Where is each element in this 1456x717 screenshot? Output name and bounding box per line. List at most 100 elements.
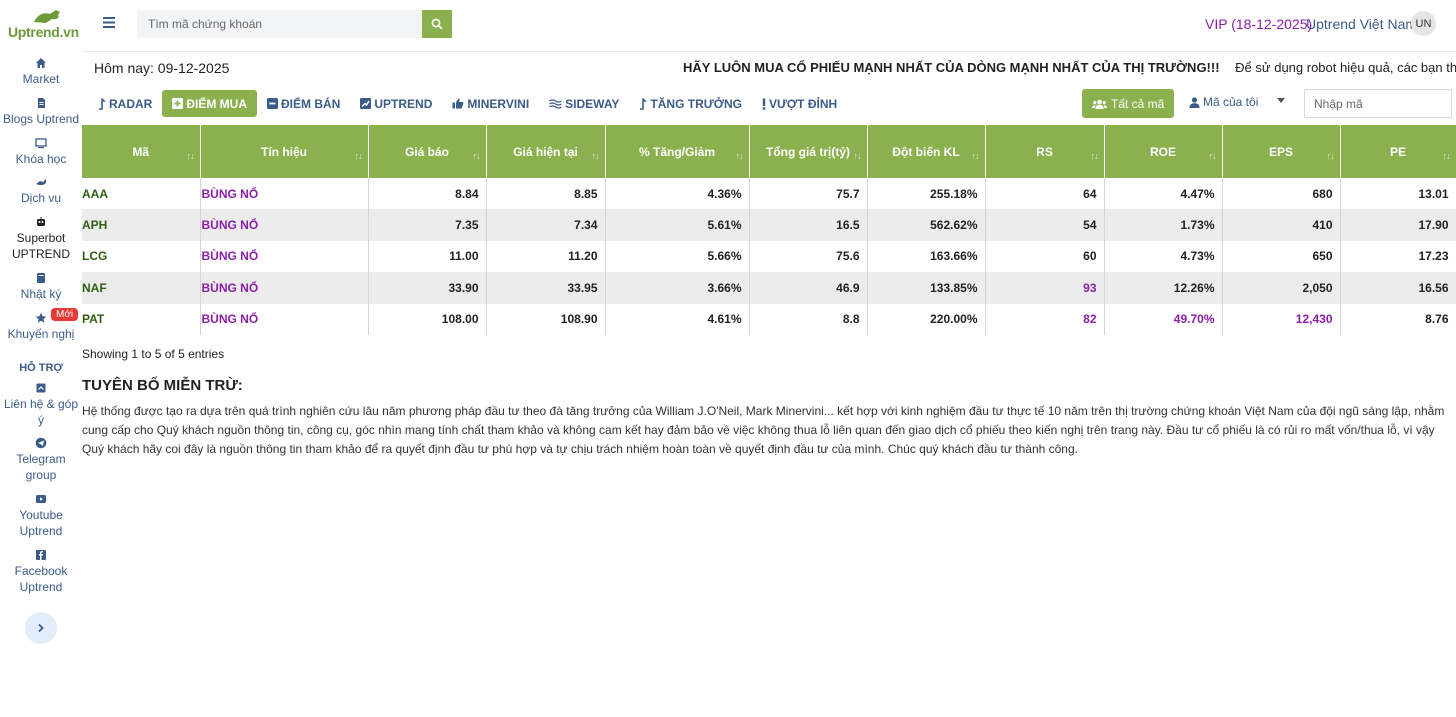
cell-signal: BÙNG NỔ xyxy=(200,178,369,210)
tab-diem-mua[interactable]: ĐIỂM MUA xyxy=(162,90,258,117)
cell-code[interactable]: LCG xyxy=(82,240,201,273)
column-header-tang-giam[interactable]: % Tăng/Giảm ↑↓ xyxy=(605,125,750,178)
sidebar-item-services[interactable]: Dịch vụ xyxy=(0,176,82,206)
search-button[interactable] xyxy=(422,10,452,38)
column-header-roe[interactable]: ROE ↑↓ xyxy=(1104,125,1223,178)
sort-icon: ↑↓ xyxy=(853,151,862,161)
sidebar-item-journal[interactable]: Nhật ký xyxy=(0,272,82,302)
youtube-icon xyxy=(36,495,46,503)
all-codes-button[interactable]: Tất cả mã xyxy=(1082,89,1175,118)
column-header-ma[interactable]: Mã ↑↓ xyxy=(82,125,201,178)
vip-status[interactable]: VIP (18-12-2025) xyxy=(1205,16,1313,32)
sidebar-item-facebook[interactable]: Facebook Uptrend xyxy=(0,549,82,595)
table-row[interactable]: PAT BÙNG NỔ 108.00 108.90 4.61% 8.8 220.… xyxy=(82,303,1456,335)
cell-change: 4.36% xyxy=(605,178,750,210)
cell-change: 3.66% xyxy=(605,272,750,304)
cell-code[interactable]: NAF xyxy=(82,272,201,304)
column-header-rs[interactable]: RS ↑↓ xyxy=(985,125,1105,178)
cell-rs: 64 xyxy=(985,178,1105,210)
cell-vol-spike: 163.66% xyxy=(867,240,986,273)
cell-code[interactable]: PAT xyxy=(82,303,201,335)
cell-pe: 17.90 xyxy=(1340,209,1456,241)
tab-minervini[interactable]: MINERVINI xyxy=(442,90,539,117)
sidebar-item-label: Dịch vụ xyxy=(20,191,61,205)
column-header-label: Đột biến KL xyxy=(892,144,960,159)
cell-vol-spike: 562.62% xyxy=(867,209,986,241)
column-header-label: Giá hiện tại xyxy=(513,144,578,159)
cell-rs: 60 xyxy=(985,240,1105,273)
cell-alert-price: 33.90 xyxy=(368,272,487,304)
tab-label: UPTREND xyxy=(374,96,433,111)
column-header-label: Tín hiệu xyxy=(261,144,307,159)
sort-icon: ↑↓ xyxy=(1090,151,1099,161)
cell-code[interactable]: APH xyxy=(82,209,201,241)
cell-roe: 12.26% xyxy=(1104,272,1223,304)
sidebar-item-label: Superbot UPTREND xyxy=(11,231,70,261)
cell-signal: BÙNG NỔ xyxy=(200,303,369,335)
sidebar-item-label: Khuyến nghị xyxy=(7,327,75,341)
tab-label: ĐIỂM BÁN xyxy=(281,96,341,111)
my-codes-label: Mã của tôi xyxy=(1203,95,1259,109)
cell-total-value: 75.6 xyxy=(749,240,868,273)
menu-button[interactable] xyxy=(103,15,115,33)
tab-diem-ban[interactable]: ĐIỂM BÁN xyxy=(257,90,350,117)
tab-radar[interactable]: RADAR xyxy=(88,90,162,117)
avatar[interactable]: UN xyxy=(1411,11,1436,36)
cell-alert-price: 108.00 xyxy=(368,303,487,335)
sidebar-item-courses[interactable]: Khóa học xyxy=(0,137,82,167)
tab-label: RADAR xyxy=(109,96,153,111)
sidebar-item-label: Telegram group xyxy=(16,452,66,482)
code-input[interactable] xyxy=(1304,89,1452,118)
tab-tang-truong[interactable]: TĂNG TRƯỞNG xyxy=(629,90,752,117)
cell-change: 4.61% xyxy=(605,303,750,335)
column-header-pe[interactable]: PE ↑↓ xyxy=(1340,125,1456,178)
table-header-row: Mã ↑↓ Tín hiệu ↑↓ Giá báo ↑↓ Giá hiện tại ↑↓… xyxy=(82,125,1456,178)
tab-uptrend[interactable]: UPTREND xyxy=(350,90,442,117)
sidebar-item-market[interactable]: Market xyxy=(0,57,82,87)
search-input[interactable] xyxy=(137,10,422,38)
sidebar-item-recommendations[interactable]: Khuyến nghị xyxy=(0,312,82,342)
column-header-label: Giá báo xyxy=(404,144,449,159)
column-header-tong-gia-tri[interactable]: Tổng giá trị(tỷ) ↑↓ xyxy=(749,125,868,178)
my-codes-button[interactable]: Mã của tôi xyxy=(1189,95,1258,109)
caret-down-icon[interactable] xyxy=(1277,98,1285,103)
cell-signal: BÙNG NỔ xyxy=(200,240,369,273)
column-header-dot-bien-kl[interactable]: Đột biến KL ↑↓ xyxy=(867,125,986,178)
expand-sidebar-button[interactable] xyxy=(25,612,57,644)
cell-eps: 410 xyxy=(1222,209,1341,241)
table-row[interactable]: APH BÙNG NỔ 7.35 7.34 5.61% 16.5 562.62%… xyxy=(82,209,1456,241)
table-row[interactable]: AAA BÙNG NỔ 8.84 8.85 4.36% 75.7 255.18%… xyxy=(82,178,1456,210)
signal-tabs: RADAR ĐIỂM MUA ĐIỂM BÁN UPTREND MINERVIN… xyxy=(88,90,847,117)
sidebar-item-superbot[interactable]: Superbot UPTREND xyxy=(0,216,82,262)
search-icon xyxy=(431,18,443,30)
column-header-tin-hieu[interactable]: Tín hiệu ↑↓ xyxy=(200,125,369,178)
sidebar-item-youtube[interactable]: Youtube Uptrend xyxy=(0,493,82,539)
sidebar-item-telegram[interactable]: Telegram group xyxy=(0,437,82,483)
sort-icon: ↑↓ xyxy=(472,151,481,161)
sidebar-item-label: Nhật ký xyxy=(20,287,62,301)
cell-code[interactable]: AAA xyxy=(82,178,201,210)
table-row[interactable]: NAF BÙNG NỔ 33.90 33.95 3.66% 46.9 133.8… xyxy=(82,272,1456,304)
tab-sideway[interactable]: SIDEWAY xyxy=(539,90,629,117)
table-row[interactable]: LCG BÙNG NỔ 11.00 11.20 5.66% 75.6 163.6… xyxy=(82,240,1456,273)
logo[interactable]: Uptrend.vn xyxy=(8,6,79,42)
column-header-gia-bao[interactable]: Giá báo ↑↓ xyxy=(368,125,487,178)
sort-icon: ↑↓ xyxy=(1326,151,1335,161)
cell-roe: 4.73% xyxy=(1104,240,1223,273)
star-icon xyxy=(35,312,47,323)
cell-eps: 680 xyxy=(1222,178,1341,210)
username[interactable]: Uptrend Việt Nam xyxy=(1306,16,1418,32)
sidebar-item-contact[interactable]: Liên hệ & góp ý xyxy=(0,382,82,428)
today-date: Hôm nay: 09-12-2025 xyxy=(94,60,230,76)
service-icon xyxy=(36,179,46,185)
minus-square-icon xyxy=(267,98,279,109)
sidebar-item-label: Market xyxy=(22,72,60,86)
sidebar-item-blogs[interactable]: Blogs Uptrend xyxy=(0,97,82,127)
cell-current-price: 8.85 xyxy=(486,178,606,210)
cell-total-value: 8.8 xyxy=(749,303,868,335)
column-header-gia-hien-tai[interactable]: Giá hiện tại ↑↓ xyxy=(486,125,606,178)
all-codes-label: Tất cả mã xyxy=(1111,96,1165,111)
column-header-eps[interactable]: EPS ↑↓ xyxy=(1222,125,1341,178)
home-icon xyxy=(36,58,46,68)
tab-vuot-dinh[interactable]: VƯỢT ĐỈNH xyxy=(752,90,847,117)
